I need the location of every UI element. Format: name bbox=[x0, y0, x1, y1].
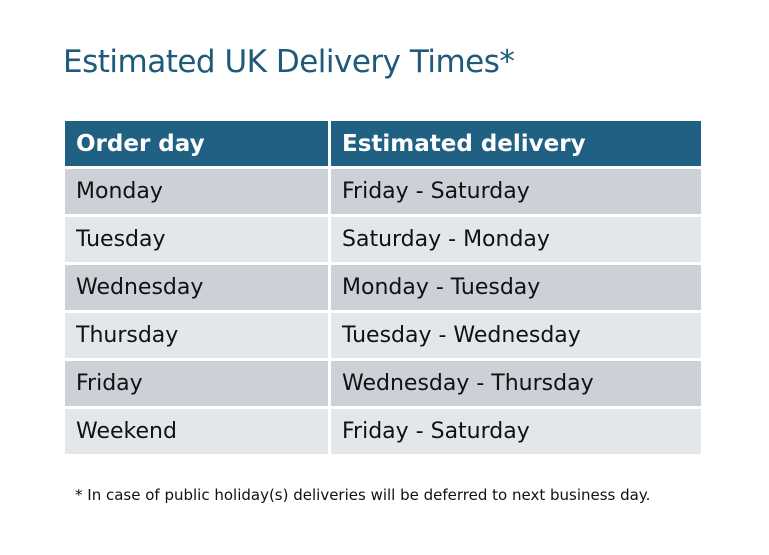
delivery-cell: Wednesday - Thursday bbox=[331, 361, 701, 406]
order-day-cell: Weekend bbox=[65, 409, 328, 454]
header-estimated-delivery: Estimated delivery bbox=[331, 121, 701, 166]
page-title: Estimated UK Delivery Times* bbox=[63, 44, 515, 80]
table-row: Weekend Friday - Saturday bbox=[65, 409, 701, 454]
table-row: Monday Friday - Saturday bbox=[65, 169, 701, 214]
delivery-cell: Monday - Tuesday bbox=[331, 265, 701, 310]
table-row: Thursday Tuesday - Wednesday bbox=[65, 313, 701, 358]
order-day-cell: Wednesday bbox=[65, 265, 328, 310]
delivery-cell: Friday - Saturday bbox=[331, 169, 701, 214]
header-order-day: Order day bbox=[65, 121, 328, 166]
table-row: Friday Wednesday - Thursday bbox=[65, 361, 701, 406]
order-day-cell: Monday bbox=[65, 169, 328, 214]
table-row: Wednesday Monday - Tuesday bbox=[65, 265, 701, 310]
delivery-times-table: Order day Estimated delivery Monday Frida… bbox=[62, 118, 704, 457]
order-day-cell: Tuesday bbox=[65, 217, 328, 262]
order-day-cell: Thursday bbox=[65, 313, 328, 358]
table-header-row: Order day Estimated delivery bbox=[65, 121, 701, 166]
order-day-cell: Friday bbox=[65, 361, 328, 406]
delivery-cell: Tuesday - Wednesday bbox=[331, 313, 701, 358]
delivery-cell: Friday - Saturday bbox=[331, 409, 701, 454]
delivery-cell: Saturday - Monday bbox=[331, 217, 701, 262]
table-row: Tuesday Saturday - Monday bbox=[65, 217, 701, 262]
footnote: * In case of public holiday(s) deliverie… bbox=[75, 486, 651, 504]
